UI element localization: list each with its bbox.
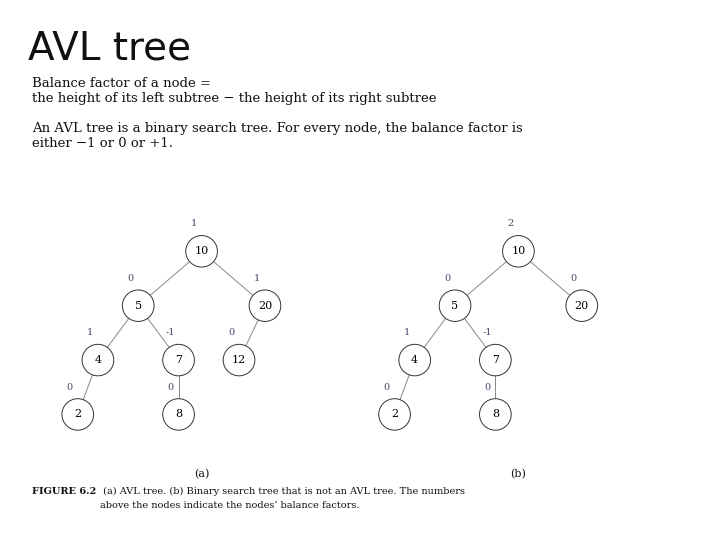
Circle shape [163, 345, 194, 376]
Text: 0: 0 [67, 382, 73, 392]
Text: 8: 8 [492, 409, 499, 420]
Circle shape [62, 399, 94, 430]
Text: 20: 20 [258, 301, 272, 310]
Text: 1: 1 [191, 219, 197, 228]
Text: 0: 0 [127, 274, 133, 283]
Text: 0: 0 [485, 382, 490, 392]
Circle shape [503, 235, 534, 267]
Circle shape [480, 399, 511, 430]
Text: 0: 0 [444, 274, 450, 283]
Circle shape [82, 345, 114, 376]
Circle shape [223, 345, 255, 376]
Text: 0: 0 [168, 382, 174, 392]
Circle shape [439, 290, 471, 321]
Circle shape [163, 399, 194, 430]
Text: 20: 20 [575, 301, 589, 310]
Circle shape [566, 290, 598, 321]
Text: the height of its left subtree − the height of its right subtree: the height of its left subtree − the hei… [32, 92, 436, 105]
Text: 10: 10 [194, 246, 209, 256]
Text: 8: 8 [175, 409, 182, 420]
Text: Balance factor of a node =: Balance factor of a node = [32, 77, 211, 90]
Text: 4: 4 [411, 355, 418, 365]
Text: FIGURE 6.2: FIGURE 6.2 [32, 487, 96, 496]
Text: 7: 7 [175, 355, 182, 365]
Text: 4: 4 [94, 355, 102, 365]
Text: 5: 5 [451, 301, 459, 310]
Text: 1: 1 [254, 274, 260, 283]
Text: 10: 10 [511, 246, 526, 256]
Text: 2: 2 [391, 409, 398, 420]
Text: 0: 0 [228, 328, 234, 337]
Circle shape [379, 399, 410, 430]
Text: 5: 5 [135, 301, 142, 310]
Text: 2: 2 [74, 409, 81, 420]
Text: 7: 7 [492, 355, 499, 365]
Text: above the nodes indicate the nodes’ balance factors.: above the nodes indicate the nodes’ bala… [100, 501, 359, 510]
Text: either −1 or 0 or +1.: either −1 or 0 or +1. [32, 137, 173, 150]
Text: 0: 0 [384, 382, 390, 392]
Text: 0: 0 [571, 274, 577, 283]
Text: AVL tree: AVL tree [28, 30, 191, 68]
Text: An AVL tree is a binary search tree. For every node, the balance factor is: An AVL tree is a binary search tree. For… [32, 122, 523, 135]
Text: (a) AVL tree. (b) Binary search tree that is not an AVL tree. The numbers: (a) AVL tree. (b) Binary search tree tha… [100, 487, 465, 496]
Text: (b): (b) [510, 469, 526, 480]
Text: 1: 1 [404, 328, 410, 337]
Text: 1: 1 [87, 328, 93, 337]
Circle shape [122, 290, 154, 321]
Circle shape [399, 345, 431, 376]
Text: 12: 12 [232, 355, 246, 365]
Circle shape [249, 290, 281, 321]
Circle shape [186, 235, 217, 267]
Text: -1: -1 [166, 328, 176, 337]
Text: (a): (a) [194, 469, 210, 480]
Circle shape [480, 345, 511, 376]
Text: -1: -1 [482, 328, 492, 337]
Text: 2: 2 [508, 219, 513, 228]
